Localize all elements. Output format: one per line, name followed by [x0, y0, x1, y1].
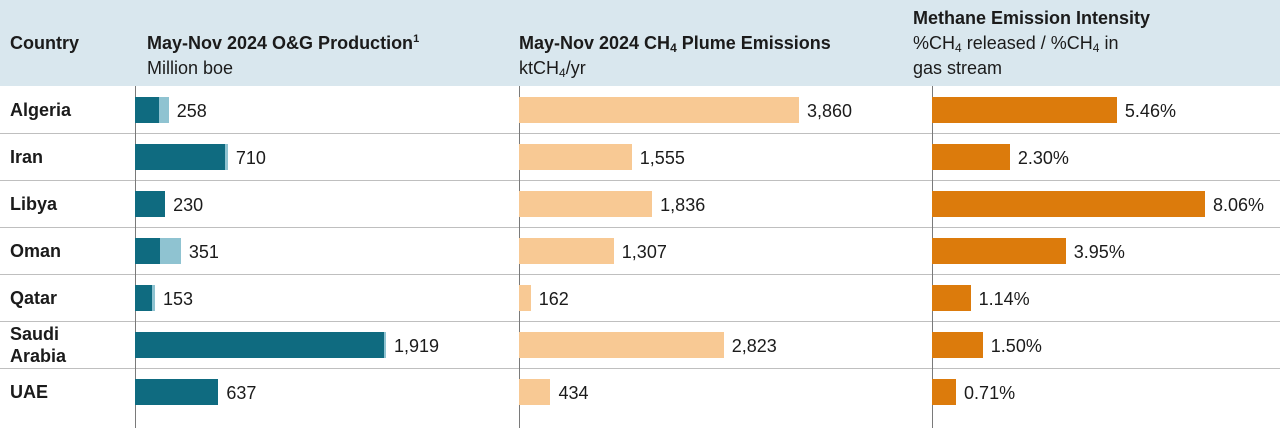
emissions-bar: [519, 379, 551, 405]
emissions-bar: [519, 285, 531, 311]
intensity-value-label: 8.06%: [1213, 195, 1265, 215]
country-label: Libya: [10, 193, 58, 214]
intensity-bar: [932, 191, 1205, 217]
emissions-bar: [519, 97, 799, 123]
intensity-unit: %CH4 released / %CH4 in: [913, 33, 1119, 55]
intensity-bar: [932, 379, 957, 405]
emissions-value-label: 3,860: [807, 101, 853, 121]
intensity-value-label: 0.71%: [964, 383, 1016, 403]
emissions-bar: [519, 144, 632, 170]
intensity-value-label: 1.14%: [978, 289, 1030, 309]
production-value-label: 258: [176, 101, 207, 121]
intensity-value-label: 2.30%: [1017, 148, 1069, 168]
emissions-value-label: 1,307: [621, 242, 667, 262]
intensity-value-label: 3.95%: [1073, 242, 1125, 262]
row-divider: [0, 133, 1280, 134]
production-bar: [135, 285, 152, 311]
production-bar-segment: [225, 144, 228, 170]
emissions-header: May-Nov 2024 CH4 Plume Emissions ktCH4/y…: [519, 33, 831, 80]
emissions-value-label: 1,836: [660, 195, 706, 215]
intensity-bar: [932, 238, 1066, 264]
production-value-label: 1,919: [394, 336, 440, 356]
country-label: Algeria: [10, 99, 72, 120]
emissions-unit: ktCH4/yr: [519, 58, 586, 80]
emissions-value-label: 162: [538, 289, 569, 309]
production-value-label: 710: [235, 148, 266, 168]
production-bar-segment: [384, 332, 386, 358]
production-footnote: 1: [413, 33, 420, 45]
production-bar: [135, 144, 226, 170]
intensity-bar: [932, 285, 971, 311]
country-label: Iran: [10, 146, 44, 167]
emissions-value-label: 1,555: [639, 148, 685, 168]
production-bar-segment: [151, 285, 155, 311]
production-header: May-Nov 2024 O&G Production1 Million boe: [147, 31, 419, 81]
production-title: May-Nov 2024 O&G Production: [147, 33, 414, 53]
intensity-title: Methane Emission Intensity: [913, 8, 1151, 28]
emissions-bar: [519, 238, 614, 264]
production-bar: [135, 97, 159, 123]
production-bar: [135, 238, 160, 264]
intensity-bar: [932, 144, 1010, 170]
production-bar-segment: [158, 97, 169, 123]
country-label: Qatar: [10, 287, 58, 308]
emissions-value-label: 2,823: [731, 336, 777, 356]
country-header: Country: [10, 33, 79, 53]
production-value-label: 230: [173, 195, 204, 215]
production-bar: [135, 379, 219, 405]
production-bar: [135, 332, 385, 358]
country-label: Oman: [10, 240, 62, 261]
production-bar: [135, 191, 166, 217]
intensity-value-label: 1.50%: [990, 336, 1042, 356]
country-label: Saudi Arabia: [10, 323, 67, 366]
intensity-bar: [932, 97, 1117, 123]
emissions-bar: [519, 191, 653, 217]
production-value-label: 637: [226, 383, 257, 403]
row-divider: [0, 274, 1280, 275]
production-value-label: 351: [188, 242, 219, 262]
row-divider: [0, 321, 1280, 322]
emissions-bar: [519, 332, 724, 358]
intensity-value-label: 5.46%: [1124, 101, 1176, 121]
table-header: [0, 0, 1280, 86]
production-value-label: 153: [163, 289, 194, 309]
intensity-unit-line2: gas stream: [913, 58, 1003, 78]
intensity-header: Methane Emission Intensity %CH4 released…: [913, 6, 1150, 81]
intensity-bar: [932, 332, 983, 358]
production-unit: Million boe: [147, 58, 234, 78]
country-label: UAE: [10, 381, 49, 402]
row-divider: [0, 227, 1280, 228]
emissions-value-label: 434: [558, 383, 589, 403]
row-divider: [0, 368, 1280, 369]
production-bar-segment: [159, 238, 181, 264]
row-divider: [0, 180, 1280, 181]
